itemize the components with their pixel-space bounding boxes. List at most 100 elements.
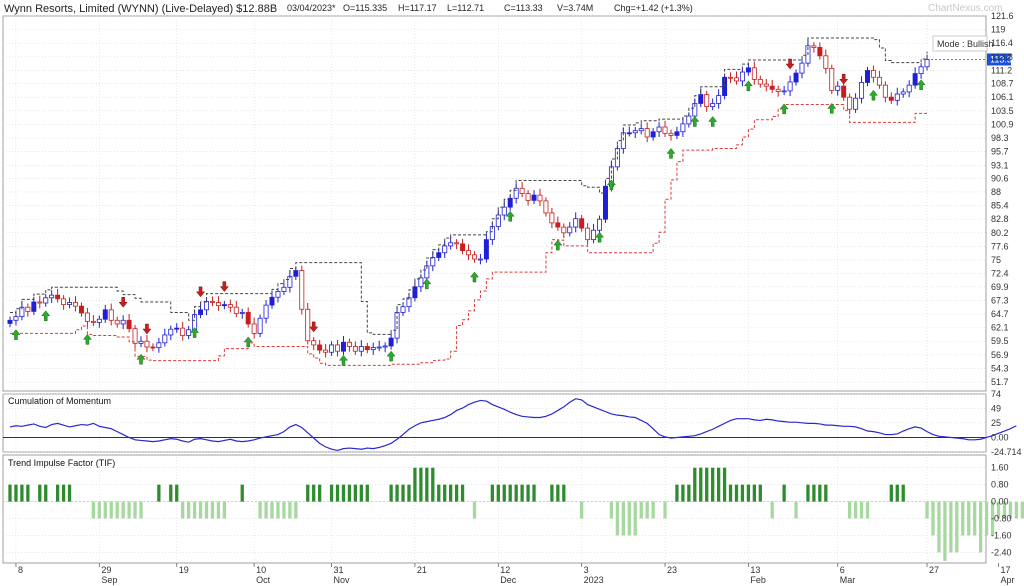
momentum-y-tick: 0.00 <box>991 432 1009 442</box>
tif-y-tick: 0.00 <box>991 497 1009 507</box>
candle-body <box>221 304 227 307</box>
candle-body <box>585 227 591 241</box>
tif-bar <box>818 484 822 502</box>
tif-bar <box>210 501 215 519</box>
tif-bar <box>276 501 280 519</box>
tif-bar <box>943 501 947 561</box>
candle-body <box>483 239 489 260</box>
quote-volume: V=3.74M <box>557 3 594 13</box>
tif-bar <box>454 484 459 502</box>
candle-body <box>876 76 882 86</box>
tif-bar <box>306 484 310 502</box>
tif-y-tick: -1.60 <box>991 530 1012 540</box>
price-y-tick: 100.9 <box>991 119 1014 129</box>
candle-body <box>906 84 912 93</box>
x-tick-day: 23 <box>667 565 677 575</box>
tif-bar <box>294 501 298 519</box>
candle-body <box>686 115 692 125</box>
tif-bar <box>865 501 870 519</box>
price-y-tick: 75 <box>991 255 1001 265</box>
candle-body <box>120 319 126 325</box>
tif-bar <box>187 501 191 519</box>
candle-body <box>477 258 483 261</box>
tif-bar <box>472 501 477 519</box>
tif-bar <box>847 501 852 519</box>
candle-body <box>668 132 674 136</box>
price-y-tick: 93.1 <box>991 160 1009 170</box>
tif-bar <box>502 484 506 502</box>
tif-bar <box>216 501 221 519</box>
tif-bar <box>681 484 685 502</box>
price-y-tick: 116.4 <box>991 38 1013 48</box>
candle-body <box>853 97 859 110</box>
tif-bar <box>204 501 209 519</box>
candle-body <box>340 341 346 352</box>
buy-arrow <box>386 350 396 362</box>
candle-body <box>352 346 358 352</box>
tif-bar <box>663 501 667 519</box>
candle-body <box>507 197 513 208</box>
tif-bar <box>460 484 465 502</box>
candle-body <box>382 345 388 348</box>
price-y-tick: 80.2 <box>991 228 1009 238</box>
price-y-tick: 54.3 <box>991 363 1009 373</box>
tif-bar <box>990 501 995 536</box>
tif-bar <box>407 484 411 502</box>
tif-bar <box>889 484 893 502</box>
sell-arrow <box>118 297 128 308</box>
price-y-tick: 56.9 <box>991 350 1009 360</box>
candle-body <box>710 103 716 108</box>
price-y-tick: 72.4 <box>991 269 1009 279</box>
tif-bar <box>169 484 173 502</box>
tif-bar <box>562 484 566 502</box>
price-y-tick: 90.6 <box>991 173 1009 183</box>
candle-body <box>448 242 454 247</box>
candle-body <box>734 77 739 82</box>
tif-bar <box>109 501 113 519</box>
x-tick-day: 12 <box>500 565 510 575</box>
buy-arrow <box>553 239 563 251</box>
candle-body <box>865 70 870 83</box>
momentum-title: Cumulation of Momentum <box>8 396 111 406</box>
tif-bar <box>675 484 679 502</box>
candle-body <box>739 71 745 82</box>
tif-bar <box>895 484 899 502</box>
candle-body <box>692 103 698 117</box>
candle-body <box>567 226 573 234</box>
tif-bar <box>693 467 697 502</box>
candle-body <box>900 91 906 95</box>
x-tick-day: 21 <box>417 565 427 575</box>
candle-body <box>90 320 96 323</box>
candle-body <box>549 212 555 224</box>
price-y-tick: 113.8 <box>991 52 1013 62</box>
price-y-tick: 62.1 <box>991 323 1009 333</box>
tif-bar <box>359 484 363 502</box>
candle-body <box>888 96 894 101</box>
tif-bar <box>192 501 197 519</box>
price-y-tick: 77.6 <box>991 241 1009 251</box>
x-tick-day: 6 <box>840 565 845 575</box>
tif-bar <box>722 467 727 502</box>
price-y-tick: 59.5 <box>991 336 1009 346</box>
candle-body <box>239 312 245 314</box>
candle-body <box>174 327 180 330</box>
tif-bar <box>8 484 12 502</box>
tif-bar <box>931 501 935 536</box>
tif-bar <box>26 484 30 502</box>
buy-arrow <box>469 271 479 283</box>
candle-body <box>787 81 793 92</box>
price-y-tick: 103.5 <box>991 106 1014 116</box>
candle-body <box>412 286 418 299</box>
tif-title: Trend Impulse Factor (TIF) <box>8 458 115 468</box>
buy-arrow <box>243 336 253 348</box>
candle-body <box>757 78 763 85</box>
tif-bar <box>1020 501 1024 519</box>
candle-body <box>311 340 317 346</box>
price-panel: Mode : Bullish 113.3 <box>8 36 1012 366</box>
x-tick-month: Feb <box>750 575 766 585</box>
axes-labels: 121.6 119 116.4 113.8 111.2 108.7 106.1 103.5 10… <box>15 11 1022 585</box>
momentum-line <box>9 398 1017 452</box>
tif-bar <box>496 484 500 502</box>
candle-body <box>775 88 781 92</box>
candle-body <box>763 83 769 87</box>
